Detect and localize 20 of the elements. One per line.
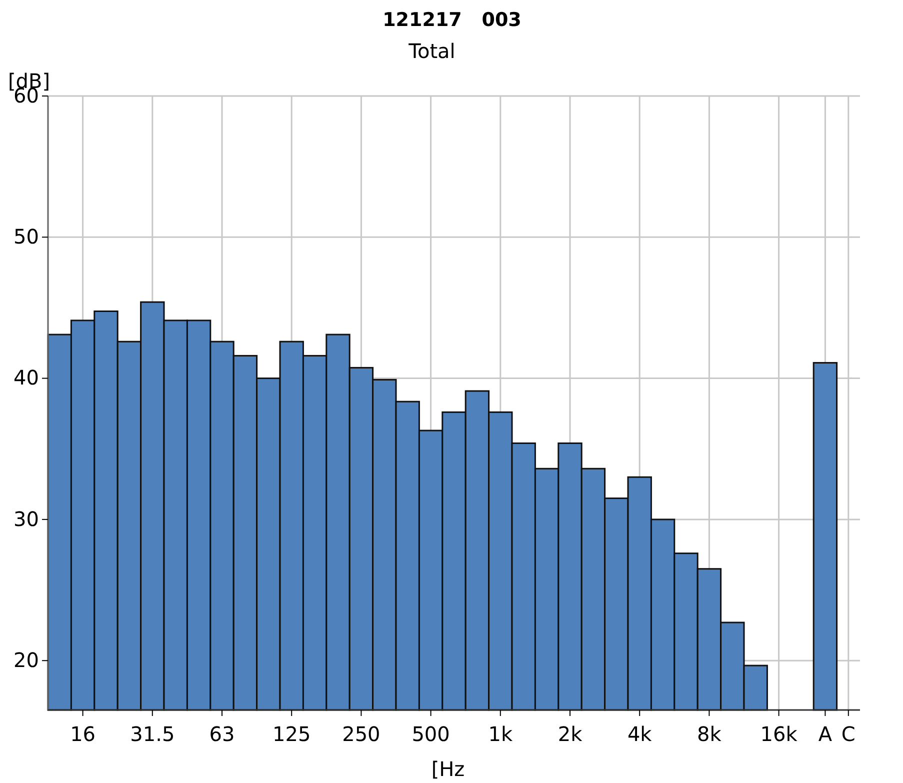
x-tick-label: 125 (272, 722, 311, 746)
y-tick-label: 40 (14, 366, 39, 390)
x-tick-label: A (818, 722, 832, 746)
x-tick-label: 63 (209, 722, 235, 746)
x-tick-label: 31.5 (130, 722, 175, 746)
x-tick-label: 1k (488, 722, 513, 746)
x-tick-label: 500 (412, 722, 450, 746)
x-tick-label: C (841, 722, 856, 746)
y-tick-label: 20 (14, 648, 39, 672)
x-tick-label: 8k (697, 722, 722, 746)
x-tick-label: 250 (342, 722, 380, 746)
x-axis-title: [Hz (431, 757, 465, 781)
x-tick-label: 16k (760, 722, 798, 746)
x-tick-label: 4k (627, 722, 652, 746)
chart-subtitle: Total (408, 39, 456, 63)
x-tick-label: 16 (70, 722, 96, 746)
chart-title: 121217 003 (382, 9, 522, 31)
x-tick-label: 2k (558, 722, 583, 746)
y-tick-label: 30 (14, 506, 39, 531)
y-tick-label: 50 (14, 224, 39, 249)
